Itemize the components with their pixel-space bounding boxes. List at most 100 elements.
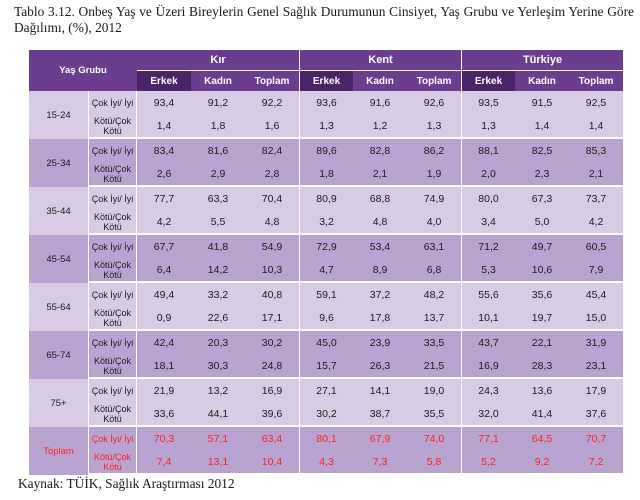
table-row: 35-44 Çok İyi/ İyi 77,7 63,3 70,4 80,9 68,8 74,… xyxy=(29,187,624,235)
value-turkiye-erkek: 77,1 xyxy=(461,427,516,450)
health-status-table: Yaş Grubu Kır Kent Türkiye Erkek Kadın T… xyxy=(29,50,624,475)
value-kir-kadin: 41,8 xyxy=(191,235,246,258)
value-kent-erkek: 45,0 xyxy=(299,331,354,354)
table-body: 15-24 Çok İyi/ İyi 93,4 91,2 92,2 93,6 91,6 92,… xyxy=(29,91,624,475)
value-turkiye-toplam: 23,1 xyxy=(569,354,624,379)
value-turkiye-erkek: 32,0 xyxy=(461,402,516,427)
value-kir-toplam: 10,3 xyxy=(245,258,300,283)
value-kir-toplam: 30,2 xyxy=(245,331,300,354)
indicator-good-cell: Çok İyi/ İyi xyxy=(89,427,138,450)
value-kent-erkek: 15,7 xyxy=(299,354,354,379)
indicator-bad-cell: Kötü/Çok Kötü xyxy=(89,210,138,235)
value-turkiye-erkek: 2,0 xyxy=(461,162,516,187)
value-kent-erkek: 27,1 xyxy=(299,379,354,402)
value-turkiye-toplam: 4,2 xyxy=(569,210,624,235)
value-turkiye-kadin: 35,6 xyxy=(515,283,570,306)
value-kir-erkek: 21,9 xyxy=(137,379,192,402)
value-turkiye-toplam: 15,0 xyxy=(569,306,624,331)
value-kent-erkek: 30,2 xyxy=(299,402,354,427)
value-kir-toplam: 1,6 xyxy=(245,114,300,139)
age-group-cell: Toplam xyxy=(29,427,89,475)
value-kir-toplam: 24,8 xyxy=(245,354,300,379)
table-caption: Tablo 3.12. Onbeş Yaş ve Üzeri Bireyleri… xyxy=(14,4,634,35)
value-kir-toplam: 82,4 xyxy=(245,139,300,162)
indicator-bad-cell: Kötü/Çok Kötü xyxy=(89,258,138,283)
value-turkiye-erkek: 43,7 xyxy=(461,331,516,354)
value-turkiye-toplam: 37,6 xyxy=(569,402,624,427)
indicator-bad-cell: Kötü/Çok Kötü xyxy=(89,162,138,187)
indicator-good-cell: Çok İyi/ İyi xyxy=(89,379,138,402)
value-kir-kadin: 13,2 xyxy=(191,379,246,402)
value-turkiye-toplam: 45,4 xyxy=(569,283,624,306)
indicator-good-cell: Çok İyi/ İyi xyxy=(89,235,138,258)
source-note: Kaynak: TÜİK, Sağlık Araştırması 2012 xyxy=(18,476,235,491)
value-turkiye-toplam: 7,9 xyxy=(569,258,624,283)
table-row: Kötü/Çok Kötü 1,4 1,8 1,6 1,3 1,2 1,3 1,3 1,4 1,4 xyxy=(29,114,624,139)
value-turkiye-erkek: 3,4 xyxy=(461,210,516,235)
value-kent-toplam: 1,9 xyxy=(407,162,462,187)
value-turkiye-erkek: 88,1 xyxy=(461,139,516,162)
value-kent-toplam: 92,6 xyxy=(407,91,462,114)
value-kent-erkek: 4,3 xyxy=(299,450,354,475)
value-turkiye-erkek: 10,1 xyxy=(461,306,516,331)
indicator-bad-cell: Kötü/Çok Kötü xyxy=(89,450,138,475)
table-row: 55-64 Çok İyi/ İyi 49,4 33,2 40,8 59,1 37,2 48,… xyxy=(29,283,624,331)
value-kir-kadin: 63,3 xyxy=(191,187,246,210)
value-kent-toplam: 19,0 xyxy=(407,379,462,402)
value-kir-toplam: 70,4 xyxy=(245,187,300,210)
value-turkiye-toplam: 1,4 xyxy=(569,114,624,139)
value-turkiye-kadin: 82,5 xyxy=(515,139,570,162)
value-kent-kadin: 23,9 xyxy=(353,331,408,354)
value-kent-toplam: 13,7 xyxy=(407,306,462,331)
value-kent-kadin: 38,7 xyxy=(353,402,408,427)
value-kir-kadin: 20,3 xyxy=(191,331,246,354)
value-kir-erkek: 67,7 xyxy=(137,235,192,258)
value-kir-erkek: 49,4 xyxy=(137,283,192,306)
value-kir-kadin: 91,2 xyxy=(191,91,246,114)
value-turkiye-toplam: 17,9 xyxy=(569,379,624,402)
value-kent-toplam: 48,2 xyxy=(407,283,462,306)
sub-header-erkek: Erkek xyxy=(461,70,516,91)
age-group-header: Yaş Grubu xyxy=(29,50,138,91)
value-kent-kadin: 17,8 xyxy=(353,306,408,331)
value-turkiye-erkek: 55,6 xyxy=(461,283,516,306)
value-kent-kadin: 2,1 xyxy=(353,162,408,187)
value-turkiye-erkek: 80,0 xyxy=(461,187,516,210)
value-kent-erkek: 93,6 xyxy=(299,91,354,114)
value-kir-kadin: 2,9 xyxy=(191,162,246,187)
age-group-cell: 35-44 xyxy=(29,187,89,235)
value-kent-erkek: 3,2 xyxy=(299,210,354,235)
table-row: Toplam Çok İyi/ İyi 70,3 57,1 63,4 80,1 67,9 74… xyxy=(29,427,624,475)
value-turkiye-erkek: 1,3 xyxy=(461,114,516,139)
value-turkiye-kadin: 64,5 xyxy=(515,427,570,450)
value-kent-erkek: 72,9 xyxy=(299,235,354,258)
value-kent-toplam: 33,5 xyxy=(407,331,462,354)
table-row: 45-54 Çok İyi/ İyi 67,7 41,8 54,9 72,9 53,4 63,… xyxy=(29,235,624,283)
table-row: Kötü/Çok Kötü 0,9 22,6 17,1 9,6 17,8 13,7 10,1 1… xyxy=(29,306,624,331)
value-kir-erkek: 83,4 xyxy=(137,139,192,162)
value-kir-toplam: 2,8 xyxy=(245,162,300,187)
value-turkiye-erkek: 93,5 xyxy=(461,91,516,114)
indicator-good-cell: Çok İyi/ İyi xyxy=(89,331,138,354)
value-kir-toplam: 63,4 xyxy=(245,427,300,450)
value-kent-erkek: 9,6 xyxy=(299,306,354,331)
value-kir-erkek: 77,7 xyxy=(137,187,192,210)
value-kir-toplam: 92,2 xyxy=(245,91,300,114)
table-row: 75+ Çok İyi/ İyi 21,9 13,2 16,9 27,1 14,1 19,0 2… xyxy=(29,379,624,427)
value-turkiye-kadin: 22,1 xyxy=(515,331,570,354)
value-turkiye-kadin: 28,3 xyxy=(515,354,570,379)
indicator-bad-cell: Kötü/Çok Kötü xyxy=(89,306,138,331)
value-kir-kadin: 44,1 xyxy=(191,402,246,427)
value-turkiye-kadin: 10,6 xyxy=(515,258,570,283)
value-turkiye-kadin: 1,4 xyxy=(515,114,570,139)
value-kent-kadin: 68,8 xyxy=(353,187,408,210)
value-kir-erkek: 0,9 xyxy=(137,306,192,331)
value-kir-toplam: 17,1 xyxy=(245,306,300,331)
sub-header-erkek: Erkek xyxy=(299,70,354,91)
age-group-cell: 55-64 xyxy=(29,283,89,331)
sub-header-kadin: Kadın xyxy=(353,70,408,91)
value-kir-kadin: 22,6 xyxy=(191,306,246,331)
value-kir-erkek: 70,3 xyxy=(137,427,192,450)
value-turkiye-toplam: 92,5 xyxy=(569,91,624,114)
value-kent-erkek: 59,1 xyxy=(299,283,354,306)
